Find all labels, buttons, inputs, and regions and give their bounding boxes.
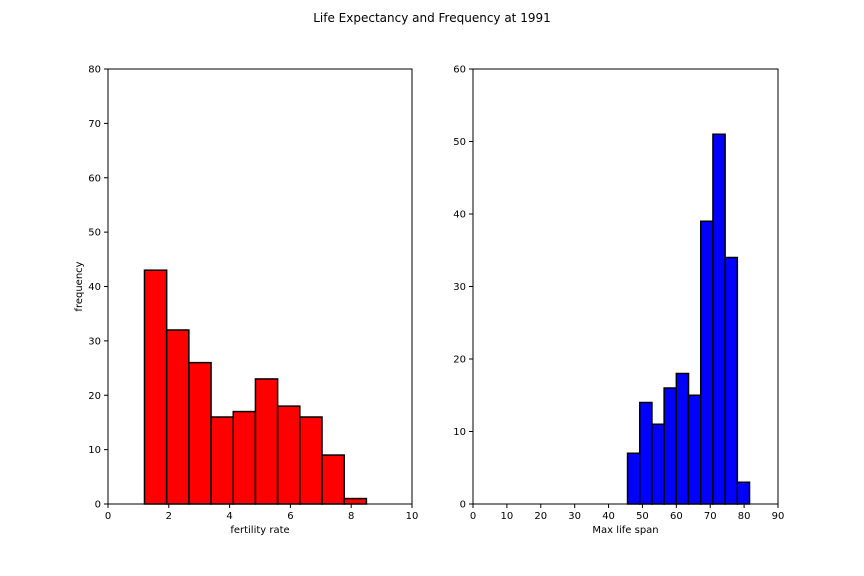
- x-tick-label: 10: [501, 511, 514, 522]
- histogram-bar: [736, 481, 751, 505]
- histogram-bar: [254, 378, 279, 505]
- y-tick-label: 30: [88, 336, 101, 347]
- x-tick-label: 70: [704, 511, 717, 522]
- x-tick-label: 80: [738, 511, 751, 522]
- histogram-bar: [143, 269, 168, 505]
- y-tick-label: 10: [88, 445, 101, 456]
- y-tick-label: 30: [453, 282, 466, 293]
- histogram-bar: [299, 416, 323, 505]
- histogram-bar: [699, 220, 714, 505]
- histogram-bar: [343, 497, 368, 505]
- life-span-histogram: 0 10 20 30 40 50 60 70 80 90 0 10 20 30 40 50 60 Max life…: [453, 65, 784, 537]
- y-tick-label: 80: [88, 65, 101, 76]
- histogram-bar: [638, 401, 653, 505]
- x-tick-label: 40: [602, 511, 615, 522]
- x-axis-label: Max life span: [592, 525, 658, 536]
- histogram-bar: [165, 329, 190, 505]
- histogram-bar: [232, 410, 257, 505]
- histogram-bar: [210, 416, 234, 505]
- histogram-bar: [663, 387, 678, 505]
- x-tick-label: 30: [568, 511, 581, 522]
- y-tick-label: 50: [88, 228, 101, 239]
- x-tick-label: 0: [470, 511, 476, 522]
- histogram-bar: [687, 394, 702, 505]
- histogram-bar: [188, 361, 212, 505]
- histogram-bar: [276, 405, 301, 505]
- y-tick-label: 70: [88, 119, 101, 130]
- histogram-bar: [724, 256, 739, 505]
- x-tick-label: 2: [166, 511, 172, 522]
- x-tick-label: 90: [772, 511, 785, 522]
- x-tick-label: 10: [406, 511, 419, 522]
- histogram-bar: [321, 454, 345, 505]
- x-tick-label: 60: [670, 511, 683, 522]
- histogram-bar: [712, 133, 726, 505]
- x-tick-label: 8: [348, 511, 354, 522]
- figure-title: Life Expectancy and Frequency at 1991: [313, 11, 551, 25]
- x-tick-label: 50: [636, 511, 649, 522]
- x-tick-label: 6: [287, 511, 293, 522]
- y-tick-label: 60: [453, 65, 466, 76]
- histogram-bar: [675, 372, 690, 505]
- y-tick-label: 0: [460, 500, 466, 511]
- y-tick-label: 40: [88, 282, 101, 293]
- y-axis-label: frequency: [74, 261, 85, 311]
- y-tick-label: 10: [453, 427, 466, 438]
- x-tick-label: 0: [105, 511, 111, 522]
- histogram-bar: [626, 452, 641, 505]
- x-tick-label: 4: [226, 511, 232, 522]
- fertility-histogram: 0 2 4 6 8 10 0 10 20 30 40 50 60 70 80 fertility rate fr…: [74, 65, 418, 537]
- x-tick-label: 20: [534, 511, 547, 522]
- x-axis-label: fertility rate: [230, 525, 289, 536]
- y-tick-label: 20: [88, 391, 101, 402]
- y-tick-label: 20: [453, 355, 466, 366]
- y-tick-label: 50: [453, 137, 466, 148]
- histogram-bar: [651, 423, 665, 505]
- y-tick-label: 60: [88, 173, 101, 184]
- y-tick-label: 0: [95, 500, 101, 511]
- y-tick-label: 40: [453, 210, 466, 221]
